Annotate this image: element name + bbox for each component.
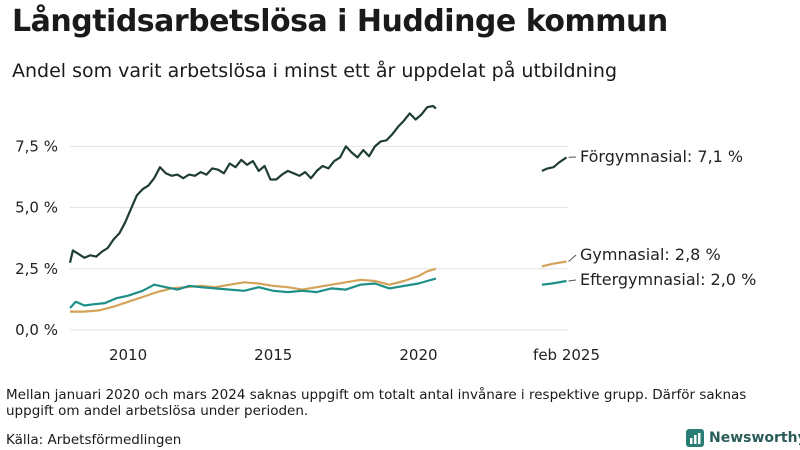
y-tick-label: 2,5 %	[15, 260, 58, 278]
grid-lines	[70, 145, 568, 331]
chart-title: Långtidsarbetslösa i Huddinge kommun	[12, 4, 668, 39]
label-leader	[568, 254, 577, 262]
series-lines	[68, 104, 568, 313]
series-line-gymnasial	[70, 267, 437, 313]
x-tick-label: 2010	[109, 346, 147, 364]
y-tick-label: 7,5 %	[15, 137, 58, 155]
series-line-förgymnasial	[68, 104, 437, 263]
x-tick-label: 2020	[399, 346, 437, 364]
series-end-label: Eftergymnasial: 2,0 %	[580, 270, 756, 289]
series-end-label: Förgymnasial: 7,1 %	[580, 147, 743, 166]
x-axis-ticks: 2010 2015 2020 feb 2025	[109, 346, 600, 364]
series-line-gymnasial	[541, 260, 567, 268]
brand-name: Newsworthy	[709, 430, 800, 446]
line-chart: 0,0 % 2,5 % 5,0 % 7,5 % 2010 2015 2020 feb 202…	[15, 104, 756, 364]
x-tick-label: feb 2025	[533, 346, 600, 364]
source-text: Källa: Arbetsförmedlingen	[6, 432, 182, 448]
x-tick-label: 2015	[254, 346, 292, 364]
series-end-labels: Förgymnasial: 7,1 % Gymnasial: 2,8 % Efter…	[568, 147, 756, 289]
chart-subtitle: Andel som varit arbetslösa i minst ett å…	[12, 60, 618, 82]
series-line-eftergymnasial	[69, 277, 437, 309]
series-line-eftergymnasial	[541, 279, 567, 286]
series-end-label: Gymnasial: 2,8 %	[580, 245, 721, 264]
series-line-förgymnasial	[541, 156, 568, 172]
label-leader	[568, 279, 577, 282]
y-tick-label: 0,0 %	[15, 321, 58, 339]
brand-logo: Newsworthy	[686, 429, 800, 447]
bar-chart-icon	[686, 429, 704, 447]
footnote: Mellan januari 2020 och mars 2024 saknas…	[6, 387, 747, 419]
y-axis-ticks: 0,0 % 2,5 % 5,0 % 7,5 %	[15, 137, 58, 339]
y-tick-label: 5,0 %	[15, 199, 58, 217]
